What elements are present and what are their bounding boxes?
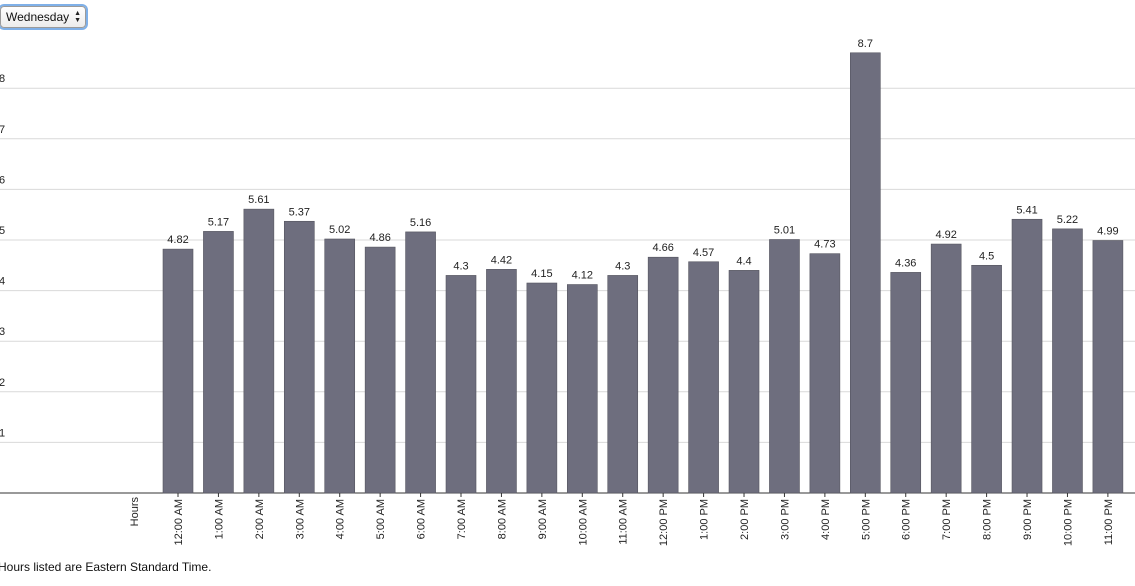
bar-value-label: 4.3	[453, 260, 468, 272]
bar	[243, 208, 275, 494]
day-select-value: Wednesday	[6, 10, 70, 24]
bar	[1011, 218, 1043, 494]
x-axis-title: Hours	[129, 497, 141, 527]
x-tick-label: 10:00 AM	[577, 499, 589, 545]
x-tick-label: 4:00 PM	[820, 499, 832, 540]
bar	[930, 243, 962, 494]
bar	[566, 284, 598, 494]
x-tick-label: 1:00 PM	[699, 499, 711, 540]
x-tick-label: 5:00 AM	[375, 499, 387, 539]
y-tick-label: 6	[0, 174, 5, 186]
bar-value-label: 4.99	[1097, 226, 1118, 238]
x-tick-label: 11:00 PM	[1103, 499, 1115, 545]
bar-value-label: 5.16	[410, 217, 431, 229]
x-tick-label: 6:00 PM	[901, 499, 913, 540]
bar-value-label: 8.7	[858, 38, 873, 50]
y-tick-label: 2	[0, 377, 5, 389]
x-tick-label: 8:00 AM	[496, 499, 508, 539]
x-tick-label: 2:00 PM	[739, 499, 751, 540]
bar-value-label: 5.17	[208, 216, 229, 228]
day-select[interactable]: Wednesday ▲ ▼	[0, 6, 86, 28]
y-tick-label: 3	[0, 326, 5, 338]
bar	[324, 238, 356, 494]
bar	[809, 253, 841, 494]
bar-value-label: 4.57	[693, 247, 714, 259]
bar-value-label: 5.41	[1016, 204, 1037, 216]
x-tick-label: 12:00 PM	[658, 499, 670, 546]
bar	[364, 246, 396, 494]
bar	[526, 282, 558, 494]
bar-value-label: 4.66	[652, 242, 673, 254]
bar	[162, 248, 194, 494]
bar-value-label: 4.4	[736, 255, 751, 267]
bar	[890, 272, 922, 494]
x-tick-label: 1:00 AM	[213, 499, 225, 539]
bar-value-label: 5.37	[289, 206, 310, 218]
bar	[1052, 228, 1083, 494]
x-tick-label: 7:00 AM	[456, 499, 468, 539]
x-tick-label: 10:00 PM	[1062, 499, 1074, 546]
x-tick-label: 2:00 AM	[254, 499, 266, 539]
bar	[203, 231, 234, 494]
bar-value-label: 4.73	[814, 239, 835, 251]
x-tick-label: 3:00 PM	[779, 499, 791, 540]
x-tick-label: 11:00 AM	[618, 499, 630, 545]
bar	[405, 231, 436, 494]
x-tick-label: 7:00 PM	[941, 499, 953, 540]
x-tick-label: 5:00 PM	[860, 499, 872, 540]
bar-value-label: 4.36	[895, 257, 916, 269]
bar	[445, 275, 477, 494]
x-tick-label: 8:00 PM	[982, 499, 994, 540]
x-tick-label: 12:00 AM	[173, 499, 185, 545]
y-tick-label: 7	[0, 124, 5, 136]
bar	[971, 264, 1002, 494]
bar	[688, 261, 719, 494]
x-tick-label: 9:00 PM	[1022, 499, 1034, 540]
y-tick-label: 5	[0, 225, 5, 237]
up-down-arrows-icon: ▲ ▼	[74, 10, 81, 24]
bar	[647, 256, 679, 494]
bar-value-label: 5.22	[1057, 214, 1078, 226]
x-tick-label: 4:00 AM	[335, 499, 347, 539]
bar	[486, 269, 517, 494]
bar	[850, 52, 881, 494]
x-tick-label: 3:00 AM	[294, 499, 306, 539]
x-tick-label: 6:00 AM	[416, 499, 428, 539]
y-tick-label: 8	[0, 73, 5, 85]
bar-chart: 1 2 3 4 5 6 7 8 Hours 4.82 12:00 AM 5.17 1:00 AM 5.61…	[0, 38, 1135, 546]
bar	[769, 239, 800, 494]
bar-value-label: 5.01	[774, 224, 795, 236]
bar-value-label: 5.61	[248, 194, 269, 206]
bar	[728, 270, 760, 494]
y-tick-label: 4	[0, 276, 5, 288]
x-tick-label: 9:00 AM	[537, 499, 549, 539]
bar	[1092, 240, 1124, 494]
footnote: Hours listed are Eastern Standard Time.	[0, 560, 212, 574]
bar-value-label: 5.02	[329, 224, 350, 236]
bar-value-label: 4.42	[491, 254, 512, 266]
bar-value-label: 4.15	[531, 268, 552, 280]
bar	[607, 275, 639, 494]
bar	[283, 220, 315, 494]
bar-value-label: 4.5	[979, 250, 994, 262]
bar-value-label: 4.12	[572, 270, 593, 282]
bar-value-label: 4.86	[369, 232, 390, 244]
bar-value-label: 4.3	[615, 260, 630, 272]
bar-value-label: 4.82	[167, 234, 188, 246]
bar-value-label: 4.92	[935, 229, 956, 241]
y-tick-label: 1	[0, 427, 5, 439]
